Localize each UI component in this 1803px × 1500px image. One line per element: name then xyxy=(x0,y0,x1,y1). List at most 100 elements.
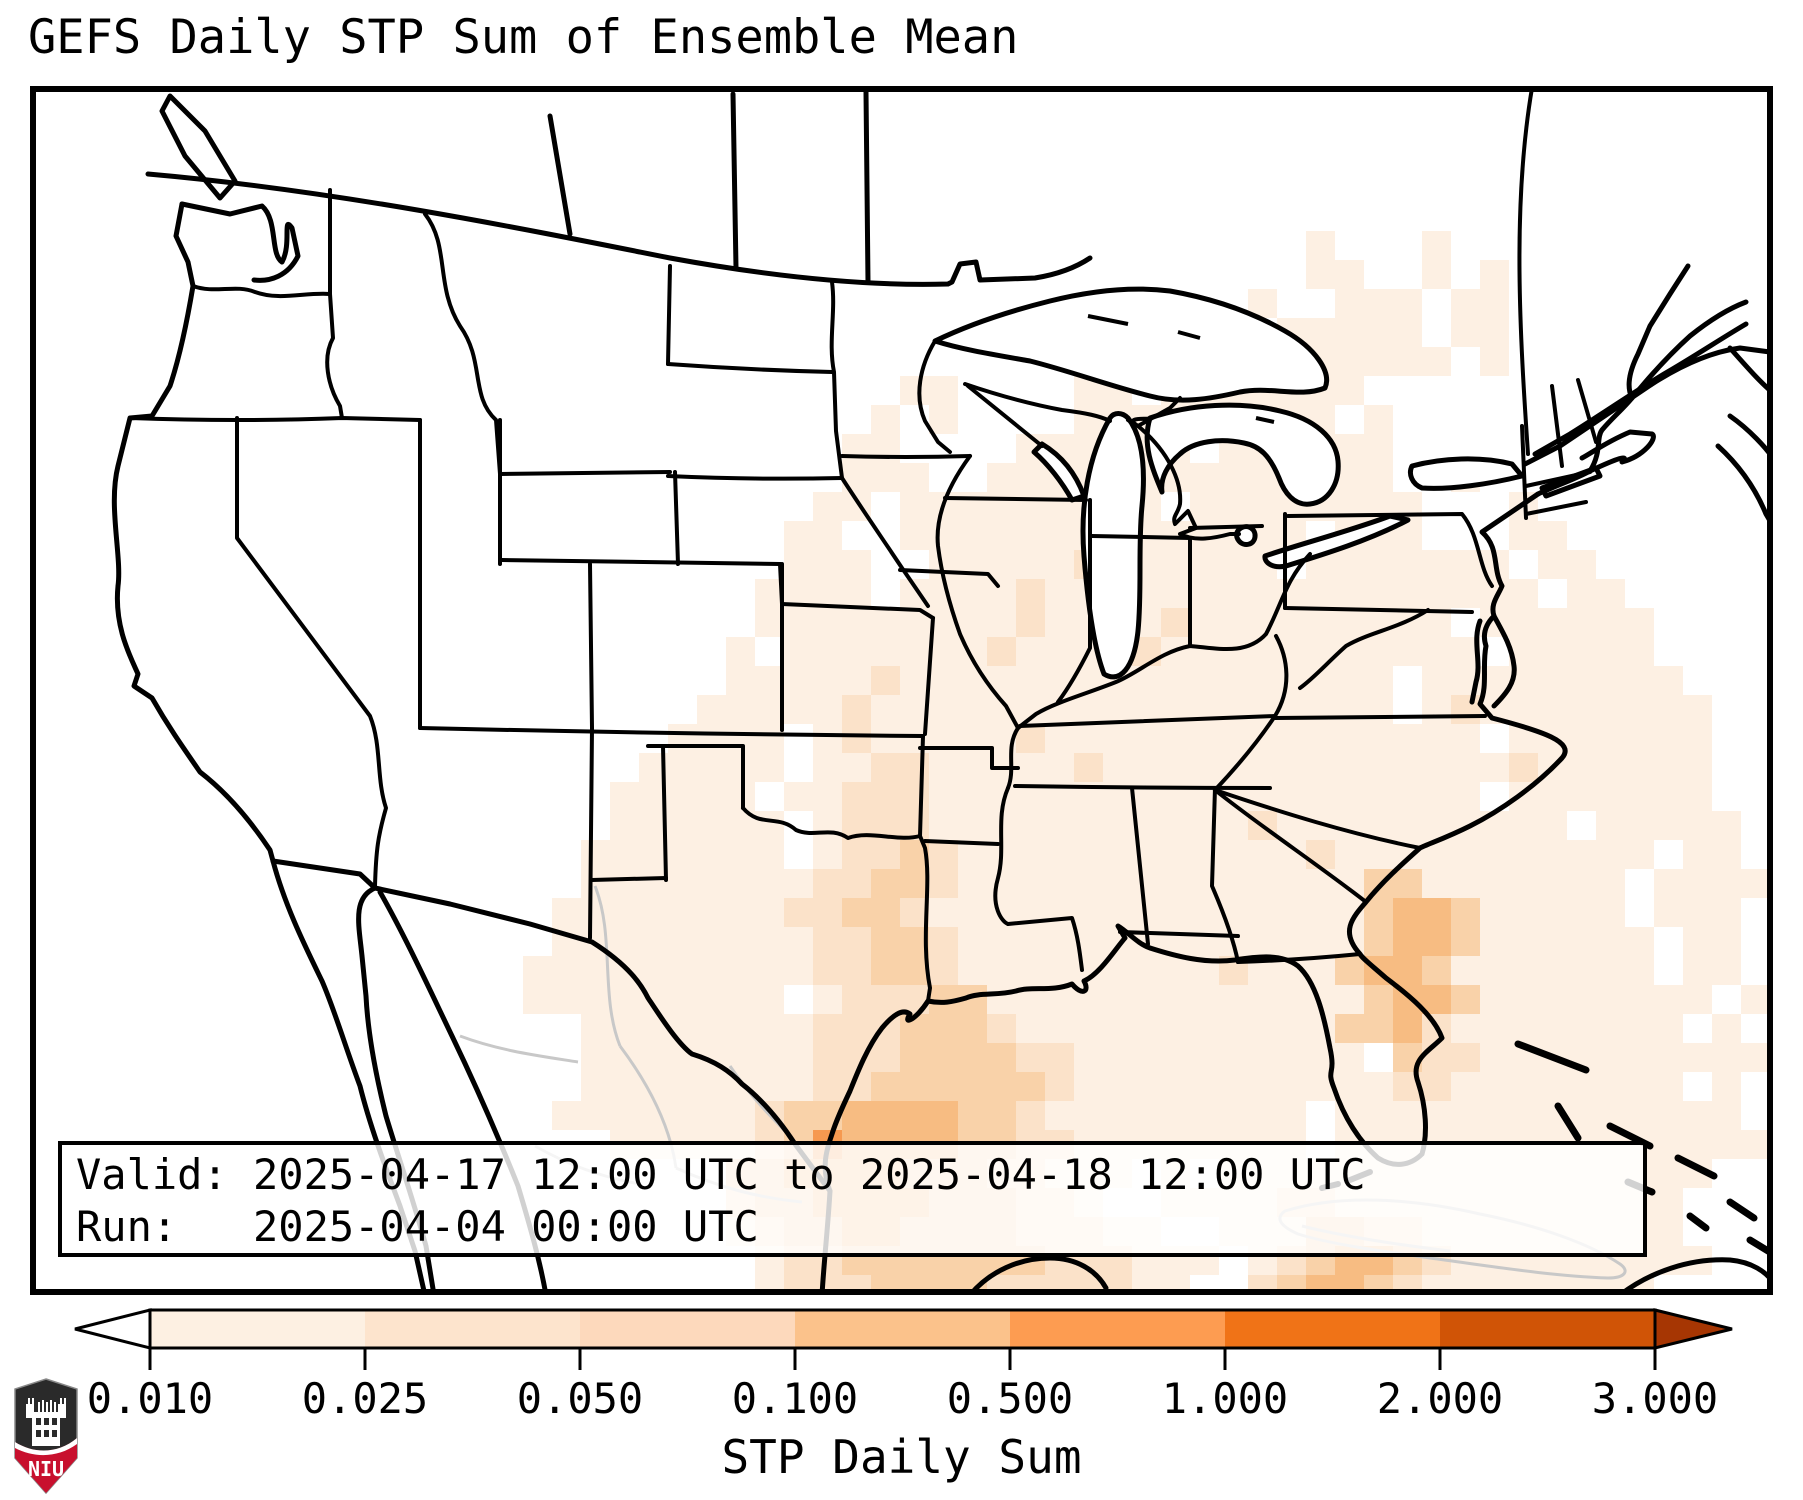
heat-cell xyxy=(784,869,813,898)
heat-cell xyxy=(1190,724,1219,753)
heat-cell xyxy=(1364,463,1393,492)
heat-cell xyxy=(1480,260,1509,289)
colorbar-segments: 0.010 0.025 0.050 0.100 0.500 1.000 2.000 3.000 xyxy=(74,1308,1733,1423)
heat-cell xyxy=(581,1101,610,1130)
heat-cell xyxy=(1509,927,1538,956)
heat-cell xyxy=(987,927,1016,956)
heat-cell xyxy=(1567,869,1596,898)
heat-cell xyxy=(1016,492,1045,521)
heat-cell xyxy=(929,695,958,724)
colorbar-segment xyxy=(1010,1310,1225,1348)
heat-cell xyxy=(1074,405,1103,434)
us-canada-border xyxy=(145,171,1093,287)
heat-cell xyxy=(1451,579,1480,608)
heat-cell xyxy=(1596,579,1625,608)
heat-cell xyxy=(813,1014,842,1043)
heat-cell xyxy=(1422,231,1451,260)
heat-cell xyxy=(1161,840,1190,869)
lake-islands xyxy=(1087,314,1275,424)
colorbar-tick-label: 0.010 xyxy=(87,1374,213,1423)
heat-cell xyxy=(1596,1043,1625,1072)
heat-cell xyxy=(784,1072,813,1101)
heat-cell xyxy=(668,782,697,811)
heat-cell xyxy=(1132,956,1161,985)
heat-cell xyxy=(1103,695,1132,724)
heat-cell xyxy=(958,956,987,985)
heat-cell xyxy=(697,1072,726,1101)
heat-cell xyxy=(813,985,842,1014)
heat-cell xyxy=(1364,289,1393,318)
heat-cell xyxy=(1132,724,1161,753)
heat-cell xyxy=(929,869,958,898)
heat-cell xyxy=(1509,898,1538,927)
heat-cell xyxy=(813,666,842,695)
heat-cell xyxy=(1567,753,1596,782)
heat-cell xyxy=(1190,579,1219,608)
heat-cell xyxy=(1132,1043,1161,1072)
heat-cell xyxy=(813,695,842,724)
heat-cell xyxy=(1277,1014,1306,1043)
heat-cell xyxy=(842,1101,871,1130)
heat-cell xyxy=(581,1043,610,1072)
heat-cell xyxy=(1480,1014,1509,1043)
heat-cell xyxy=(1712,811,1741,840)
heat-cell xyxy=(1219,608,1248,637)
heat-cell xyxy=(1074,724,1103,753)
heat-cell xyxy=(1538,782,1567,811)
heat-cell xyxy=(871,869,900,898)
heat-cell xyxy=(1480,1072,1509,1101)
heat-cell xyxy=(1045,927,1074,956)
heat-cell xyxy=(1654,1217,1683,1246)
heat-cell xyxy=(1625,840,1654,869)
heat-cell xyxy=(697,956,726,985)
heat-cell xyxy=(871,1043,900,1072)
heat-cell xyxy=(987,985,1016,1014)
heat-cell xyxy=(1364,753,1393,782)
heat-cell xyxy=(1567,782,1596,811)
heat-cell xyxy=(900,521,929,550)
heat-cell xyxy=(697,724,726,753)
heat-cell xyxy=(929,1101,958,1130)
heat-cell xyxy=(1422,666,1451,695)
heat-cell xyxy=(1277,1101,1306,1130)
heat-cell xyxy=(1538,608,1567,637)
heat-cell xyxy=(784,927,813,956)
heat-cell xyxy=(639,898,668,927)
heat-cell xyxy=(842,782,871,811)
heat-cell xyxy=(1335,579,1364,608)
heat-cell xyxy=(1103,898,1132,927)
heat-cell xyxy=(1538,840,1567,869)
heat-cell xyxy=(1422,1043,1451,1072)
heat-cell xyxy=(755,666,784,695)
heat-cell xyxy=(1625,1072,1654,1101)
heat-cell xyxy=(1625,637,1654,666)
heat-cell xyxy=(1248,492,1277,521)
heat-cell xyxy=(1219,840,1248,869)
heat-cell xyxy=(639,1101,668,1130)
heat-cell xyxy=(1161,898,1190,927)
heat-cell xyxy=(1364,840,1393,869)
heat-cell xyxy=(1596,608,1625,637)
heat-cell xyxy=(1161,1014,1190,1043)
great-lakes xyxy=(932,286,1525,680)
heat-cell xyxy=(610,840,639,869)
heat-cell xyxy=(1248,1101,1277,1130)
heat-cell xyxy=(1364,695,1393,724)
heat-cell xyxy=(639,1043,668,1072)
heat-cell xyxy=(842,695,871,724)
heat-cell xyxy=(581,985,610,1014)
heat-cell xyxy=(929,840,958,869)
heat-cell xyxy=(929,927,958,956)
heat-cell xyxy=(726,985,755,1014)
heat-cell xyxy=(726,927,755,956)
heat-cell xyxy=(1422,927,1451,956)
heat-cell xyxy=(958,811,987,840)
heat-cell xyxy=(1393,1101,1422,1130)
heat-cell xyxy=(1161,956,1190,985)
heat-cell xyxy=(1219,637,1248,666)
heat-cell xyxy=(1451,318,1480,347)
heat-cell xyxy=(1393,550,1422,579)
heat-cell xyxy=(813,492,842,521)
heat-cell xyxy=(784,521,813,550)
colorbar-outline xyxy=(148,1308,1657,1350)
